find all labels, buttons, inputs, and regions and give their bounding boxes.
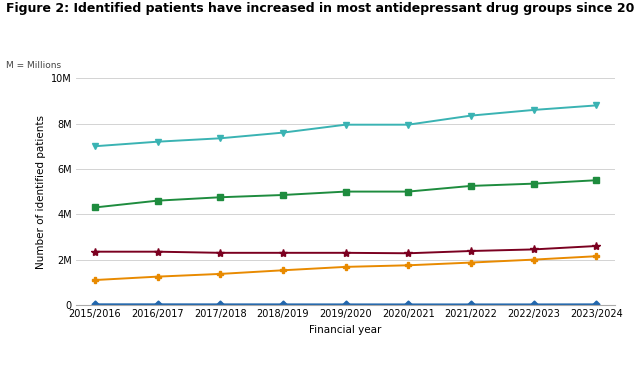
Monoamine-oxidase inhibitors (MAOIs) [467,302,475,307]
Tricyclic and related antidepressant drugs [342,251,349,255]
Monoamine-oxidase inhibitors (MAOIs) [216,302,224,307]
Tricyclic and related antidepressant drugs [91,249,99,254]
Selective serotonin re-uptake inhibitors [467,184,475,188]
Tricyclic and related antidepressant drugs [404,251,412,256]
Monoamine-oxidase inhibitors (MAOIs) [91,302,99,307]
Selective serotonin re-uptake inhibitors [216,195,224,200]
Selective serotonin re-uptake inhibitors [342,189,349,194]
Other antidepressant drugs [216,272,224,276]
Other antidepressant drugs [467,260,475,265]
Tricyclic and related antidepressant drugs [153,249,161,254]
Line: Other antidepressant drugs: Other antidepressant drugs [92,253,599,283]
Tricyclic and related antidepressant drugs [467,249,475,253]
Tricyclic and related antidepressant drugs [216,251,224,255]
Selective serotonin re-uptake inhibitors [404,189,412,194]
Tricyclic and related antidepressant drugs [279,251,287,255]
Monoamine-oxidase inhibitors (MAOIs) [153,302,161,307]
X-axis label: Financial year: Financial year [309,325,382,335]
Tricyclic and related antidepressant drugs [592,244,600,248]
Line: Tricyclic and related antidepressant drugs: Tricyclic and related antidepressant dru… [91,242,600,257]
Text: M = Millions: M = Millions [6,61,61,70]
Other antidepressant drugs [404,263,412,267]
Monoamine-oxidase inhibitors (MAOIs) [592,302,600,307]
Selective serotonin re-uptake inhibitors [153,198,161,203]
Other antidepressant drugs [592,254,600,258]
Monoamine-oxidase inhibitors (MAOIs) [342,302,349,307]
Line: Monoamine-oxidase inhibitors (MAOIs): Monoamine-oxidase inhibitors (MAOIs) [93,302,598,307]
Y-axis label: Number of identified patients: Number of identified patients [36,115,46,269]
Tricyclic and related antidepressant drugs [530,247,538,252]
Text: Figure 2: Identified patients have increased in most antidepressant drug groups : Figure 2: Identified patients have incre… [6,2,634,15]
Selective serotonin re-uptake inhibitors [592,178,600,183]
Selective serotonin re-uptake inhibitors [530,181,538,186]
Other antidepressant drugs [153,274,161,279]
Selective serotonin re-uptake inhibitors [91,205,99,210]
Line: Selective serotonin re-uptake inhibitors: Selective serotonin re-uptake inhibitors [92,178,599,210]
Monoamine-oxidase inhibitors (MAOIs) [279,302,287,307]
Selective serotonin re-uptake inhibitors [279,193,287,197]
Other antidepressant drugs [279,268,287,273]
Monoamine-oxidase inhibitors (MAOIs) [530,302,538,307]
Other antidepressant drugs [342,265,349,269]
Monoamine-oxidase inhibitors (MAOIs) [404,302,412,307]
Other antidepressant drugs [91,278,99,282]
Other antidepressant drugs [530,257,538,262]
